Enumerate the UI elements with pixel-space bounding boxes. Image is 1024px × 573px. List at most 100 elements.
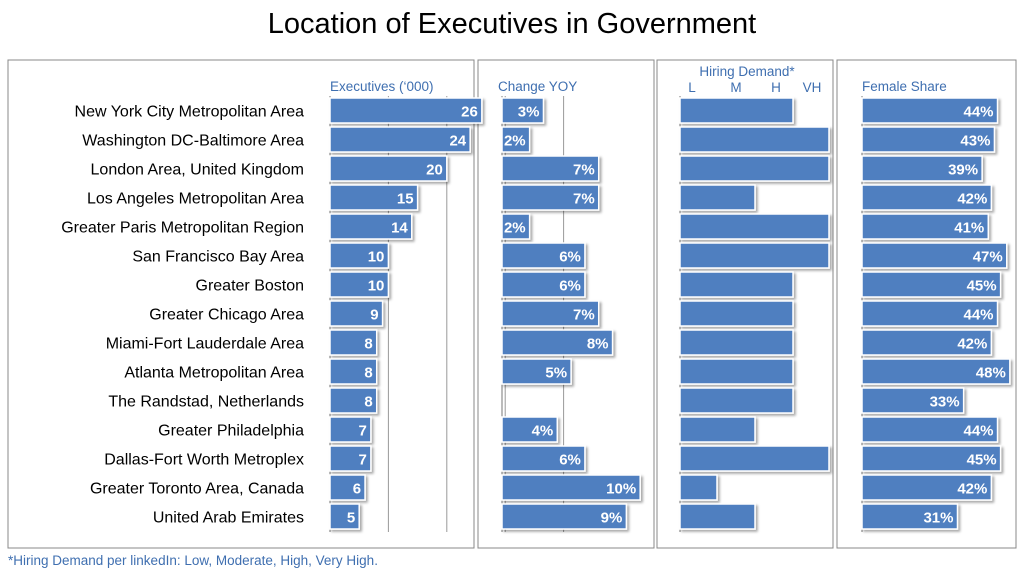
category-label: Greater Toronto Area, Canada: [90, 481, 304, 498]
footnote: *Hiring Demand per linkedIn: Low, Modera…: [8, 553, 378, 568]
data-label: 44%: [963, 423, 993, 440]
data-label: 5: [347, 510, 355, 527]
data-label: 42%: [957, 336, 987, 353]
data-label: 43%: [960, 133, 990, 150]
data-label: 20: [426, 162, 443, 179]
category-label: Greater Boston: [196, 278, 305, 295]
data-label: 7: [359, 423, 367, 440]
bar: [861, 184, 993, 211]
category-label: Greater Chicago Area: [149, 307, 304, 324]
bar: [329, 155, 448, 182]
data-label: 2%: [504, 133, 526, 150]
bar: [501, 271, 586, 298]
data-label: 45%: [967, 278, 997, 295]
bar: [861, 271, 1002, 298]
bar: [329, 300, 384, 327]
data-label: 41%: [954, 220, 984, 237]
data-label: 42%: [957, 481, 987, 498]
bar: [329, 97, 483, 124]
category-label: United Arab Emirates: [153, 510, 304, 527]
data-label: 39%: [948, 162, 978, 179]
bar: [329, 358, 378, 385]
panel-header: Executives (‘000): [330, 79, 434, 94]
bar: [501, 300, 600, 327]
bar: [861, 155, 983, 182]
bar: [501, 445, 586, 472]
bar: [679, 416, 756, 443]
bar: [679, 155, 830, 182]
data-label: 6%: [559, 452, 581, 469]
bar: [329, 126, 471, 153]
bar: [861, 358, 1011, 385]
data-label: 9: [370, 307, 378, 324]
bar: [329, 184, 419, 211]
data-label: 7%: [573, 162, 595, 179]
category-label: Washington DC-Baltimore Area: [82, 133, 304, 150]
scale-label: L: [688, 80, 696, 95]
bar: [679, 445, 830, 472]
data-label: 7: [359, 452, 367, 469]
bar: [679, 300, 794, 327]
data-label: 10: [368, 249, 385, 266]
data-label: 10%: [606, 481, 636, 498]
bar: [329, 329, 378, 356]
scale-label: VH: [803, 80, 822, 95]
data-label: 47%: [973, 249, 1003, 266]
data-label: 31%: [923, 510, 953, 527]
bar: [501, 503, 628, 530]
bar: [861, 445, 1002, 472]
data-label: 6: [353, 481, 361, 498]
bar: [329, 387, 378, 414]
category-label: San Francisco Bay Area: [132, 249, 304, 266]
bar: [329, 445, 372, 472]
bar: [861, 416, 999, 443]
bar: [679, 271, 794, 298]
category-label: Greater Philadelphia: [158, 423, 304, 440]
bar: [679, 184, 756, 211]
bar: [679, 329, 794, 356]
data-label: 8: [364, 394, 372, 411]
bar: [329, 271, 390, 298]
bar: [861, 503, 959, 530]
data-label: 42%: [957, 191, 987, 208]
category-label: Atlanta Metropolitan Area: [124, 365, 304, 382]
bar: [329, 242, 390, 269]
category-label: Miami-Fort Lauderdale Area: [106, 336, 304, 353]
bar: [501, 329, 614, 356]
chart-title: Location of Executives in Government: [267, 8, 757, 40]
panel-frame: [656, 59, 834, 549]
bar: [501, 126, 531, 153]
bar: [679, 97, 794, 124]
data-label: 15: [397, 191, 414, 208]
data-label: 8: [364, 365, 372, 382]
data-label: 48%: [976, 365, 1006, 382]
bar: [329, 416, 372, 443]
bar: [679, 242, 830, 269]
data-label: 44%: [963, 104, 993, 121]
bar: [679, 503, 756, 530]
bar: [501, 213, 531, 240]
bar: [329, 503, 360, 530]
bar: [861, 300, 999, 327]
data-label: 8%: [587, 336, 609, 353]
data-label: 4%: [532, 423, 554, 440]
bar: [861, 242, 1008, 269]
data-label: 8: [364, 336, 372, 353]
data-label: 5%: [545, 365, 567, 382]
data-label: 2%: [504, 220, 526, 237]
panel-header: Hiring Demand*: [699, 64, 795, 79]
data-label: 24: [449, 133, 466, 150]
data-label: 14: [391, 220, 408, 237]
data-label: 44%: [963, 307, 993, 324]
bar: [501, 155, 600, 182]
category-label: The Randstad, Netherlands: [108, 394, 304, 411]
bar: [329, 474, 366, 501]
bar: [501, 474, 641, 501]
bar: [679, 474, 718, 501]
panel-frame: [477, 59, 655, 549]
bar: [329, 213, 413, 240]
bar: [501, 416, 559, 443]
bar: [861, 97, 999, 124]
bar: [861, 329, 993, 356]
bar: [679, 126, 830, 153]
